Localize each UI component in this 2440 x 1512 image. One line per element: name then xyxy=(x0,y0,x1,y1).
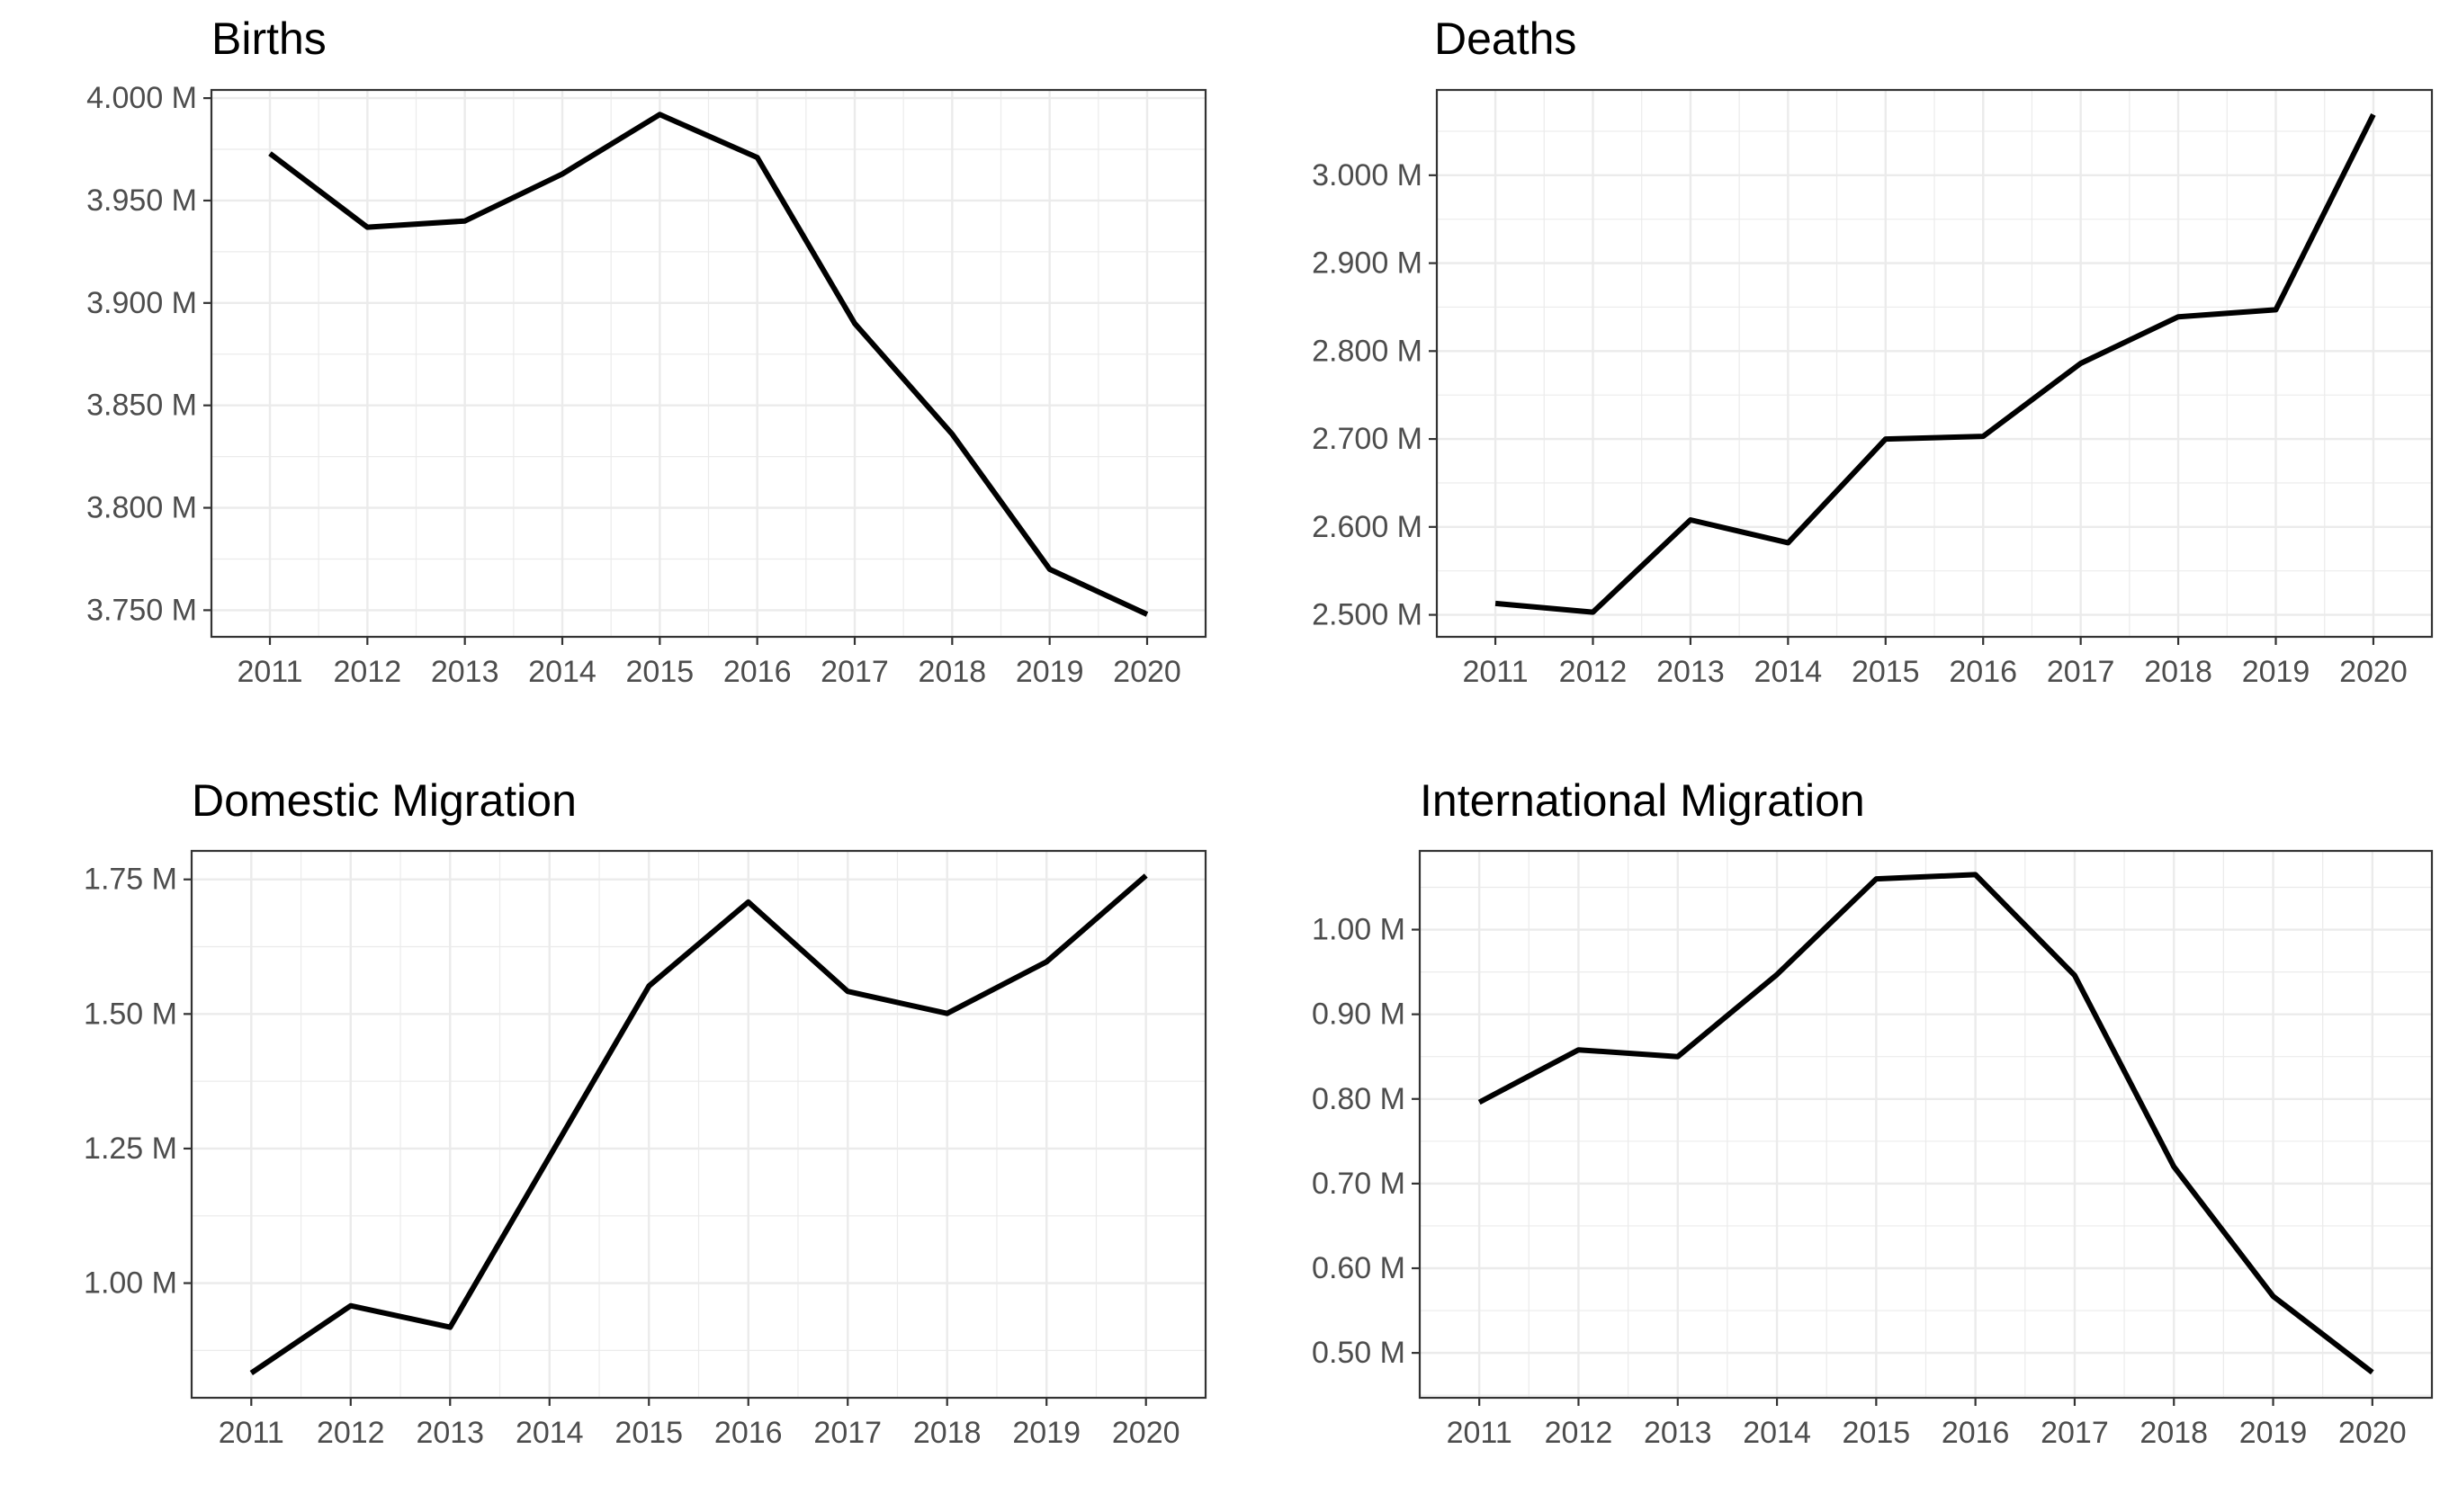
domestic-migration-y-axis: 1.00 M 1.25 M 1.50 M 1.75 M xyxy=(84,863,192,1301)
domestic-migration-x-tick-label: 2013 xyxy=(416,1416,484,1450)
births-x-tick-label: 2018 xyxy=(919,655,987,689)
international-migration-y-tick-label: 0.90 M xyxy=(1312,998,1405,1032)
domestic-migration-x-tick-label: 2019 xyxy=(1012,1416,1081,1450)
births-x-axis: 2011 2012 2013 2014 2015 2016 2017 2018 2019 2020 xyxy=(237,637,1181,689)
deaths-y-axis: 2.500 M 2.600 M 2.700 M 2.800 M 2.900 M 3.000… xyxy=(1312,158,1437,632)
international-migration-y-tick-label: 0.70 M xyxy=(1312,1167,1405,1201)
deaths-x-tick-label: 2014 xyxy=(1754,655,1823,689)
international-migration-x-tick-label: 2013 xyxy=(1644,1416,1712,1450)
international-migration-gridlines xyxy=(1420,851,2432,1398)
international-migration-y-axis: 0.50 M 0.60 M 0.70 M 0.80 M 0.90 M 1.00 M xyxy=(1312,913,1420,1370)
domestic-migration-chart: Domestic Migration 1.00 M 1.25 M 1.50 M 1.7… xyxy=(84,775,1207,1450)
international-migration-x-axis: 2011 2012 2013 2014 2015 2016 2017 2018 2019 2020 xyxy=(1447,1398,2407,1450)
births-x-tick-label: 2017 xyxy=(821,655,889,689)
domestic-migration-x-tick-label: 2011 xyxy=(219,1416,284,1450)
international-migration-y-tick-label: 1.00 M xyxy=(1312,913,1405,947)
deaths-y-tick-label: 2.700 M xyxy=(1312,422,1422,456)
deaths-x-tick-label: 2011 xyxy=(1462,655,1528,689)
international-migration-x-tick-label: 2011 xyxy=(1447,1416,1512,1450)
births-y-tick-label: 3.900 M xyxy=(86,286,197,320)
births-y-tick-label: 3.800 M xyxy=(86,491,197,525)
domestic-migration-x-tick-label: 2015 xyxy=(614,1416,683,1450)
domestic-migration-panel-border xyxy=(190,849,1207,1400)
international-migration-panel-border xyxy=(1418,849,2434,1400)
deaths-panel-border xyxy=(1435,88,2434,639)
international-migration-y-tick-label: 0.50 M xyxy=(1312,1336,1405,1370)
international-migration-y-tick-label: 0.80 M xyxy=(1312,1082,1405,1116)
international-migration-chart: International Migration 0.50 M 0.60 M 0.70… xyxy=(1312,775,2434,1450)
deaths-y-tick-label: 3.000 M xyxy=(1312,158,1422,192)
international-migration-x-tick-label: 2020 xyxy=(2338,1416,2407,1450)
domestic-migration-x-tick-label: 2018 xyxy=(913,1416,982,1450)
domestic-migration-y-tick-label: 1.50 M xyxy=(84,997,177,1031)
international-migration-x-tick-label: 2016 xyxy=(1942,1416,2010,1450)
births-y-tick-label: 3.850 M xyxy=(86,389,197,423)
deaths-y-tick-label: 2.800 M xyxy=(1312,334,1422,368)
births-chart: Births 3.750 M 3.800 M 3.850 M 3.900 M 3.950… xyxy=(86,13,1207,689)
international-migration-x-tick-label: 2018 xyxy=(2139,1416,2208,1450)
domestic-migration-x-tick-label: 2020 xyxy=(1112,1416,1180,1450)
births-y-tick-label: 4.000 M xyxy=(86,81,197,115)
deaths-x-tick-label: 2012 xyxy=(1559,655,1628,689)
international-migration-series-line xyxy=(1477,872,2374,1375)
domestic-migration-y-tick-label: 1.75 M xyxy=(84,863,177,897)
births-x-tick-label: 2013 xyxy=(431,655,499,689)
births-panel-border xyxy=(210,88,1207,639)
domestic-migration-x-tick-label: 2012 xyxy=(317,1416,385,1450)
international-migration-y-tick-label: 0.60 M xyxy=(1312,1251,1405,1285)
births-title: Births xyxy=(211,13,327,64)
international-migration-x-tick-label: 2014 xyxy=(1743,1416,1811,1450)
deaths-title: Deaths xyxy=(1434,13,1576,64)
deaths-y-tick-label: 2.500 M xyxy=(1312,598,1422,632)
births-x-tick-label: 2012 xyxy=(334,655,402,689)
deaths-x-tick-label: 2020 xyxy=(2339,655,2408,689)
domestic-migration-x-tick-label: 2014 xyxy=(516,1416,584,1450)
deaths-x-tick-label: 2016 xyxy=(1949,655,2017,689)
births-x-tick-label: 2011 xyxy=(237,655,302,689)
domestic-migration-y-tick-label: 1.25 M xyxy=(84,1132,177,1166)
international-migration-x-tick-label: 2015 xyxy=(1843,1416,1911,1450)
domestic-migration-series-line xyxy=(249,873,1148,1375)
deaths-x-tick-label: 2015 xyxy=(1852,655,1920,689)
births-gridlines xyxy=(211,90,1206,637)
international-migration-title: International Migration xyxy=(1420,775,1865,826)
births-x-tick-label: 2019 xyxy=(1016,655,1084,689)
deaths-x-tick-label: 2013 xyxy=(1656,655,1725,689)
domestic-migration-y-tick-label: 1.00 M xyxy=(84,1266,177,1301)
deaths-y-tick-label: 2.900 M xyxy=(1312,246,1422,281)
deaths-series-line xyxy=(1494,113,2376,615)
international-migration-x-tick-label: 2017 xyxy=(2041,1416,2109,1450)
deaths-y-tick-label: 2.600 M xyxy=(1312,510,1422,544)
deaths-chart: Deaths 2.500 M 2.600 M 2.700 M 2.800 M 2.900… xyxy=(1312,13,2434,689)
deaths-x-tick-label: 2018 xyxy=(2144,655,2212,689)
births-y-tick-label: 3.750 M xyxy=(86,593,197,627)
births-y-tick-label: 3.950 M xyxy=(86,183,197,218)
births-series-line xyxy=(268,112,1149,617)
deaths-x-tick-label: 2017 xyxy=(2047,655,2115,689)
births-x-tick-label: 2020 xyxy=(1113,655,1181,689)
births-x-tick-label: 2015 xyxy=(626,655,695,689)
deaths-gridlines xyxy=(1437,90,2432,637)
domestic-migration-x-axis: 2011 2012 2013 2014 2015 2016 2017 2018 2019 2020 xyxy=(219,1398,1180,1450)
international-migration-x-tick-label: 2012 xyxy=(1545,1416,1613,1450)
international-migration-x-tick-label: 2019 xyxy=(2239,1416,2308,1450)
births-x-tick-label: 2016 xyxy=(723,655,792,689)
deaths-x-tick-label: 2019 xyxy=(2242,655,2310,689)
deaths-x-axis: 2011 2012 2013 2014 2015 2016 2017 2018 2019 2020 xyxy=(1462,637,2408,689)
births-y-axis: 3.750 M 3.800 M 3.850 M 3.900 M 3.950 M 4.000… xyxy=(86,81,211,627)
domestic-migration-x-tick-label: 2017 xyxy=(813,1416,882,1450)
domestic-migration-title: Domestic Migration xyxy=(192,775,577,826)
births-x-tick-label: 2014 xyxy=(528,655,597,689)
domestic-migration-x-tick-label: 2016 xyxy=(714,1416,783,1450)
